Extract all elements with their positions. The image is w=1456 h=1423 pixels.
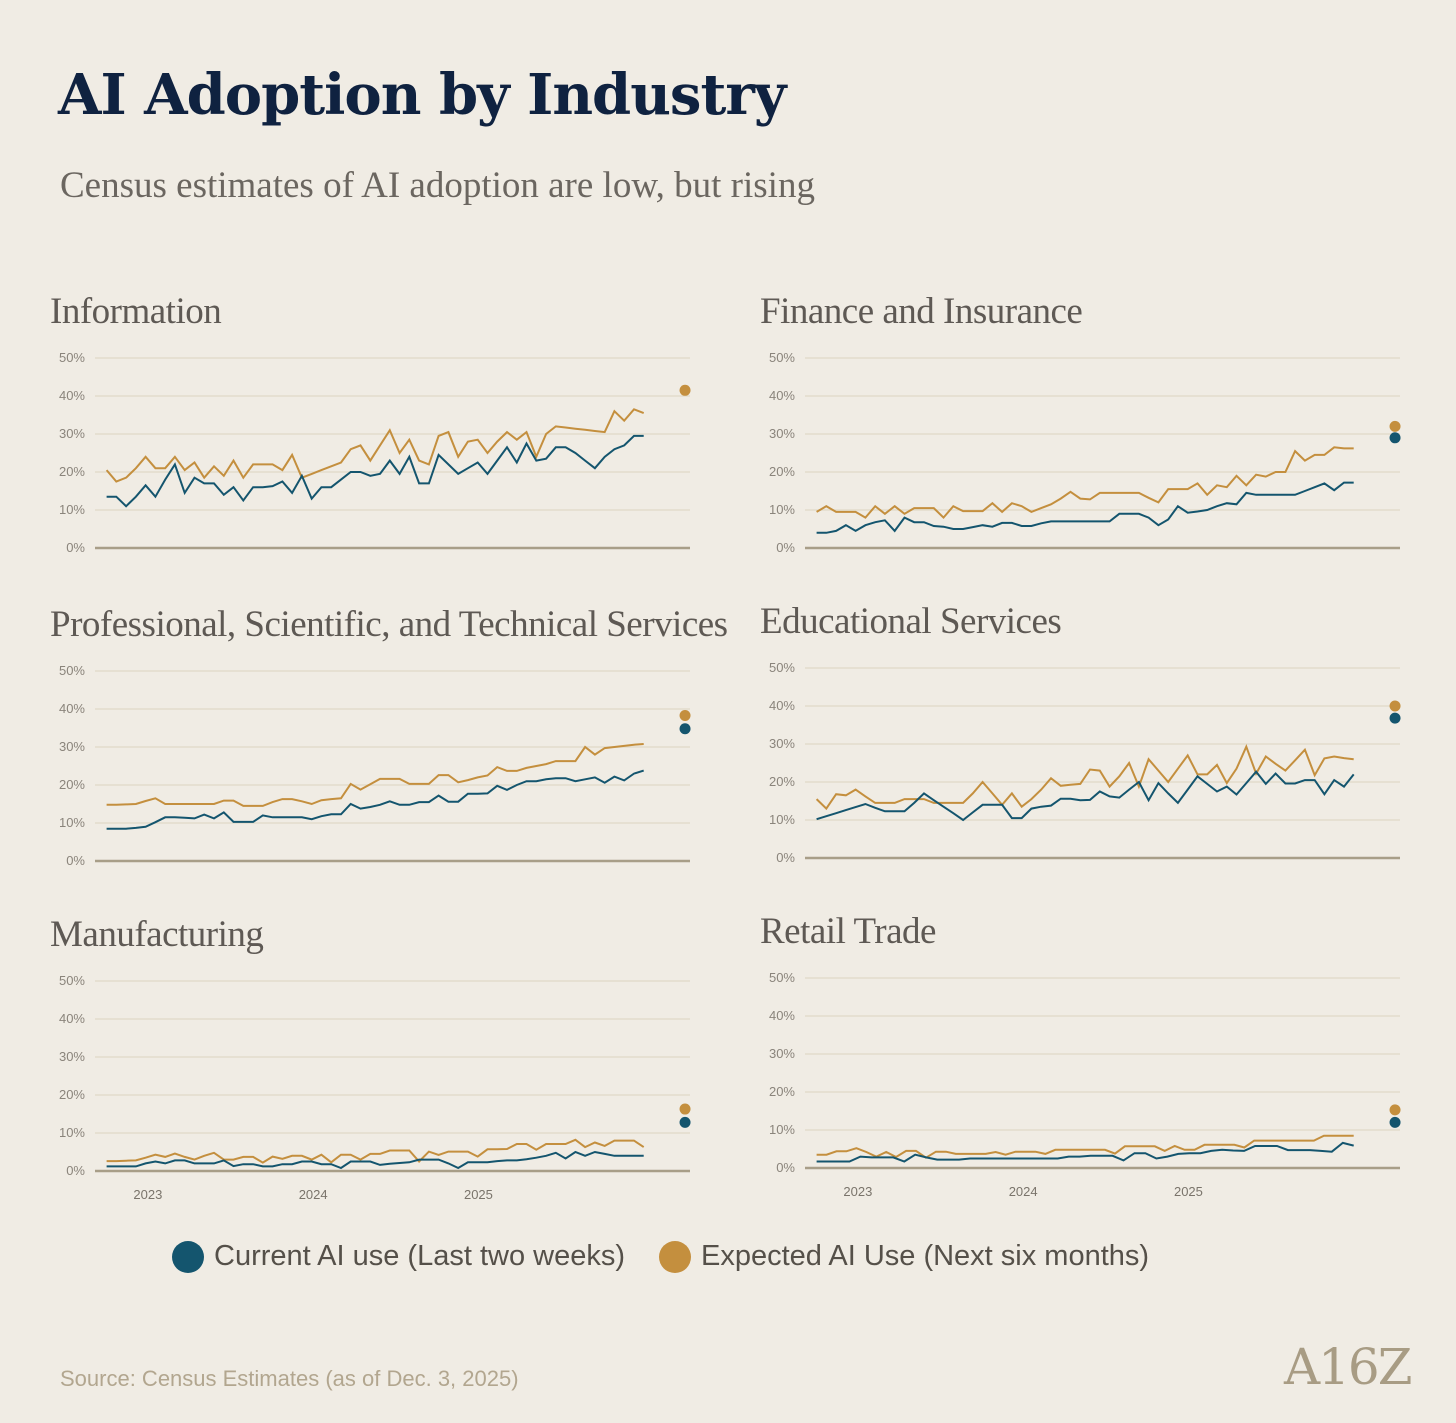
y-tick-label: 30% [59,739,85,754]
projection-dot-current [1389,432,1401,444]
panel-educational-services: Educational Services 0% 10% 20% 30% 40% 50% [750,600,1430,890]
chart-svg: 0% 10% 20% 30% 40% 50% [769,350,1401,555]
series-line-current [106,1150,644,1170]
projection-dot-expected [679,709,691,721]
page-title: AI Adoption by Industry [58,62,786,128]
panel-title: Retail Trade [760,911,936,952]
y-tick-label: 40% [769,388,795,403]
projection-dot-expected [1389,700,1401,712]
series-line-current [816,1141,1354,1163]
panel-title: Finance and Insurance [760,291,1083,332]
x-tick-label: 2023 [133,1187,162,1202]
series-line-current [106,769,644,830]
legend-item-expected: Expected AI Use (Next six months) [659,1240,1149,1273]
projection-dot-current [1389,712,1401,724]
y-tick-label: 0% [776,540,795,555]
series-line-expected [815,744,1354,811]
chart-svg: 0% 10% 20% 30% 40% 50% 2023 2024 2025 [59,973,691,1202]
y-tick-label: 0% [66,540,85,555]
projection-dot-expected [679,384,691,396]
y-tick-label: 20% [59,464,85,479]
chart-svg: 0% 10% 20% 30% 40% 50% 2023 2024 2025 [769,970,1401,1199]
y-tick-label: 20% [769,1084,795,1099]
panel-title: Information [50,291,222,332]
projection-dot-current [679,1116,691,1128]
projection-dot-current [1389,1116,1401,1128]
y-tick-label: 10% [59,502,85,517]
series-line-current [816,481,1354,534]
projection-dot-current [679,723,691,735]
y-tick-label: 0% [66,1163,85,1178]
legend-label-current: Current AI use (Last two weeks) [214,1240,625,1272]
panel-retail-trade: Retail Trade 0% 10% 20% 30% 40% 50% 2023 2024 20… [750,910,1430,1200]
x-tick-label: 2025 [1174,1184,1203,1199]
y-tick-label: 50% [769,350,795,365]
a16z-logo: A16Z [1284,1338,1412,1396]
series-line-expected [106,1138,645,1164]
legend-swatch-expected [659,1240,691,1273]
y-tick-label: 40% [59,388,85,403]
legend-label-expected: Expected AI Use (Next six months) [701,1240,1150,1272]
y-tick-label: 30% [769,736,795,751]
y-tick-label: 0% [776,1160,795,1175]
y-tick-label: 20% [59,1087,85,1102]
y-tick-label: 50% [59,663,85,678]
projection-dot-expected [1389,1104,1401,1116]
series-line-current [816,770,1355,822]
x-tick-label: 2023 [843,1184,872,1199]
y-tick-label: 10% [769,1122,795,1137]
y-tick-label: 0% [66,853,85,868]
y-tick-label: 0% [776,850,795,865]
y-tick-label: 30% [769,1046,795,1061]
panel-title: Manufacturing [50,914,264,955]
panel-information: Information 0% 10% 20% 30% 40% 50% [40,290,720,580]
y-tick-label: 50% [59,973,85,988]
y-tick-label: 20% [769,774,795,789]
page-subtitle: Census estimates of AI adoption are low,… [60,165,815,206]
legend: Current AI use (Last two weeks) Expected… [172,1240,1183,1273]
y-tick-label: 50% [59,350,85,365]
x-tick-label: 2025 [464,1187,493,1202]
y-tick-label: 40% [769,1008,795,1023]
x-tick-label: 2024 [1009,1184,1038,1199]
legend-item-current: Current AI use (Last two weeks) [172,1240,625,1273]
y-tick-label: 40% [59,1011,85,1026]
y-tick-label: 10% [769,502,795,517]
y-tick-label: 30% [59,426,85,441]
x-tick-label: 2024 [299,1187,328,1202]
y-tick-label: 20% [59,777,85,792]
projection-dot-expected [679,1103,691,1115]
y-tick-label: 40% [59,701,85,716]
y-tick-label: 30% [59,1049,85,1064]
series-line-expected [105,408,645,483]
panel-title: Professional, Scientific, and Technical … [50,604,728,645]
chart-svg: 0% 10% 20% 30% 40% 50% [769,660,1401,865]
panel-title: Educational Services [760,601,1062,642]
panel-manufacturing: Manufacturing 0% 10% 20% 30% 40% 50% 2023 2024 2… [40,913,720,1203]
y-tick-label: 50% [769,970,795,985]
legend-swatch-current [172,1240,204,1273]
panel-finance-insurance: Finance and Insurance 0% 10% 20% 30% 40% 50% [750,290,1430,580]
chart-svg: 0% 10% 20% 30% 40% 50% [59,350,691,555]
y-tick-label: 50% [769,660,795,675]
y-tick-label: 30% [769,426,795,441]
projection-dot-expected [1389,420,1401,432]
chart-svg: 0% 10% 20% 30% 40% 50% [59,663,691,868]
source-note: Source: Census Estimates (as of Dec. 3, … [60,1366,519,1391]
y-tick-label: 10% [59,1125,85,1140]
y-tick-label: 20% [769,464,795,479]
y-tick-label: 10% [769,812,795,827]
y-tick-label: 10% [59,815,85,830]
series-line-expected [106,743,644,807]
y-tick-label: 40% [769,698,795,713]
series-line-expected [816,446,1354,520]
panel-professional-services: Professional, Scientific, and Technical … [40,603,728,893]
series-line-expected [816,1134,1354,1159]
series-line-current [106,434,644,508]
